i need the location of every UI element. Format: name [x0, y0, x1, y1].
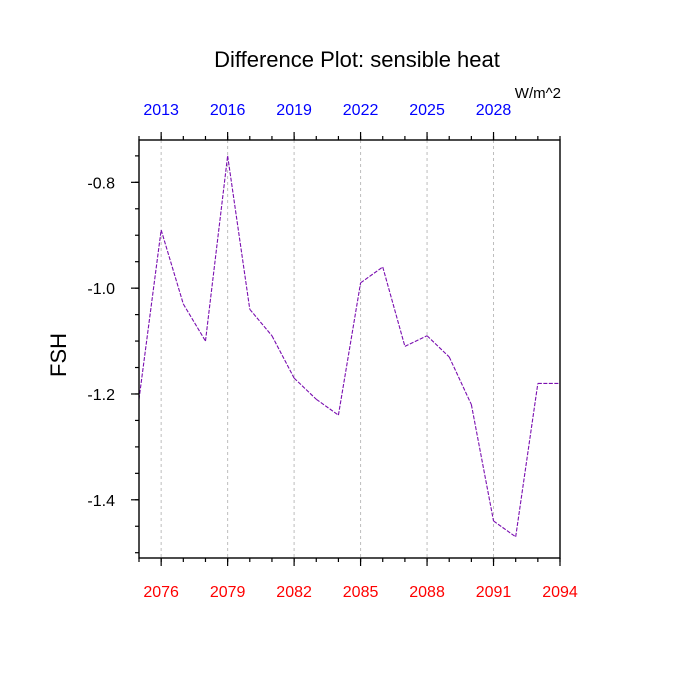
- series-line-segment: [404, 335, 428, 347]
- series-line-segment: [182, 303, 206, 342]
- x-tick-label-bottom: 2094: [542, 584, 578, 601]
- series-line-segment: [204, 155, 229, 342]
- data-series: [138, 155, 560, 538]
- x-tick-label-top: 2019: [276, 102, 312, 119]
- x-tick-label-bottom: 2085: [343, 584, 379, 601]
- x-tick-label-bottom: 2076: [143, 584, 179, 601]
- y-axis-label: FSH: [46, 333, 71, 377]
- series-line-segment: [315, 398, 339, 416]
- chart-title: Difference Plot: sensible heat: [214, 47, 500, 72]
- y-tick-label: -0.8: [87, 175, 115, 192]
- series-line-segment: [271, 335, 295, 379]
- series-line-segment: [138, 229, 162, 400]
- series-line-segment: [337, 282, 362, 416]
- series-line-segment: [493, 520, 517, 538]
- plot-frame: [138, 139, 561, 559]
- tick-labels: 2076 2079 2082 2085 2088 2091 2094 2013 2016 2019…: [87, 102, 577, 601]
- series-line-segment: [382, 266, 406, 347]
- x-tick-label-top: 2016: [210, 102, 246, 119]
- series-line-segment: [448, 356, 472, 405]
- x-tick-label-top: 2022: [343, 102, 379, 119]
- axis-ticks: [131, 132, 561, 566]
- y-tick-label: -1.0: [87, 281, 115, 298]
- y-tick-label: -1.4: [87, 493, 115, 510]
- series-line-segment: [360, 266, 384, 284]
- x-tick-label-top: 2025: [409, 102, 445, 119]
- x-tick-label-top: 2013: [143, 102, 179, 119]
- series-line-segment: [227, 155, 251, 310]
- x-tick-label-bottom: 2088: [409, 584, 445, 601]
- units-label: W/m^2: [515, 85, 561, 102]
- series-line-segment: [293, 377, 317, 400]
- series-line-segment: [515, 383, 539, 537]
- x-tick-label-bottom: 2082: [276, 584, 312, 601]
- series-line-segment: [249, 308, 273, 337]
- y-tick-label: -1.2: [87, 387, 115, 404]
- series-line-segment: [470, 404, 495, 522]
- x-tick-label-bottom: 2091: [476, 584, 512, 601]
- grid-lines: [160, 140, 495, 558]
- x-tick-label-top: 2028: [476, 102, 512, 119]
- series-line-segment: [160, 229, 184, 305]
- series-line-segment: [426, 335, 450, 358]
- x-tick-label-bottom: 2079: [210, 584, 246, 601]
